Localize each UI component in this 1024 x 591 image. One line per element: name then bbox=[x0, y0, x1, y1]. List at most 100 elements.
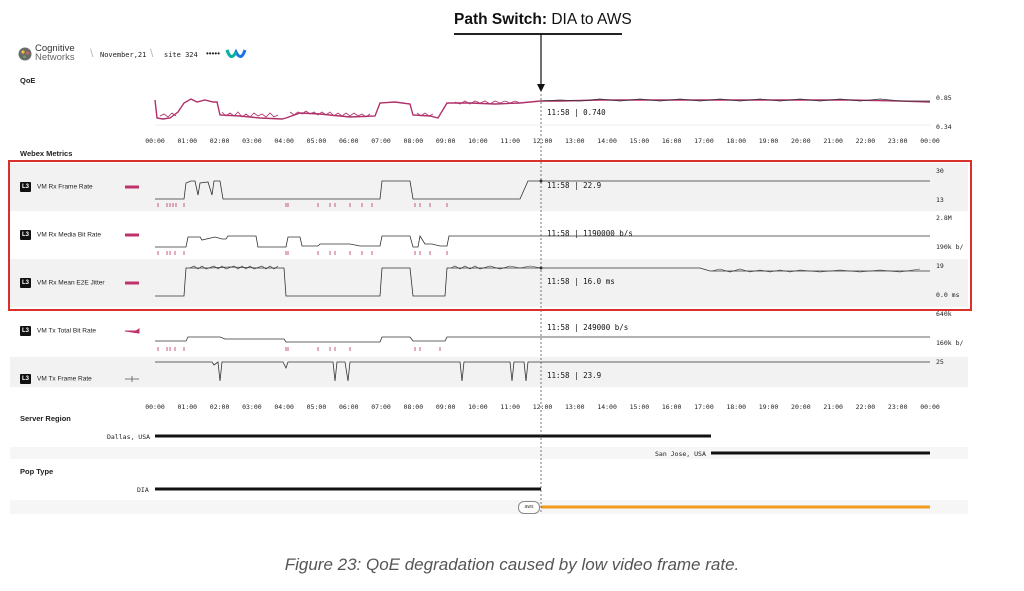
time-tick-label: 21:00 bbox=[823, 403, 843, 411]
time-tick-label: 13:00 bbox=[564, 137, 585, 145]
time-tick-label: 03:00 bbox=[242, 137, 262, 145]
time-tick-label: 13:00 bbox=[564, 403, 585, 411]
time-tick-label: 05:00 bbox=[306, 403, 327, 411]
time-tick-label: 10:00 bbox=[468, 137, 488, 145]
metric-label-tx-total-bit-rate[interactable]: L3 VM Tx Total Bit Rate bbox=[20, 326, 97, 336]
qoe-readout: 11:58 | 0.740 bbox=[547, 108, 606, 117]
cognitive-networks-logo-icon bbox=[18, 47, 32, 61]
time-tick-label: 12:00 bbox=[532, 137, 553, 145]
tx-total-bit-rate-legend-swatch bbox=[124, 328, 140, 334]
rx-mean-jitter-ymin: 0.0 ms bbox=[936, 291, 960, 299]
metric-label-rx-mean-jitter[interactable]: L3 VM Rx Mean E2E Jitter bbox=[20, 278, 105, 288]
qoe-ymax: 0.85 bbox=[936, 94, 952, 102]
pop-label-dia: DIA bbox=[137, 486, 149, 494]
time-tick-label: 23:00 bbox=[887, 137, 908, 145]
qoe-chart bbox=[154, 98, 931, 126]
time-tick-label: 11:00 bbox=[500, 137, 520, 145]
tx-frame-rate-line bbox=[155, 361, 930, 382]
time-axis-bottom: 00:00 01:00 02:00 03:00 04:00 05:00 06:00 07:00… bbox=[0, 403, 1024, 413]
header-separator: \ bbox=[150, 46, 154, 60]
tx-total-bit-rate-ymin: 160k b/ bbox=[936, 339, 964, 347]
tx-total-bit-rate-line bbox=[155, 336, 930, 343]
aws-cloud-icon: aws bbox=[518, 501, 540, 514]
time-tick-label: 09:00 bbox=[435, 137, 456, 145]
rx-media-bit-rate-event-markers bbox=[157, 251, 448, 255]
time-tick-label: 00:00 bbox=[920, 137, 940, 145]
webex-section-title: Webex Metrics bbox=[20, 149, 73, 158]
time-tick-label: 00:00 bbox=[145, 403, 165, 411]
qoe-series-overlay bbox=[540, 98, 930, 102]
tx-frame-rate-ymax: 25 bbox=[936, 358, 944, 366]
time-tick-label: 07:00 bbox=[371, 137, 391, 145]
time-tick-label: 09:00 bbox=[435, 403, 456, 411]
path-switch-arrow-head bbox=[537, 84, 545, 92]
rx-mean-jitter-chart bbox=[125, 265, 930, 297]
row-bg bbox=[10, 447, 968, 459]
rx-mean-jitter-line bbox=[155, 266, 930, 297]
time-tick-label: 18:00 bbox=[726, 403, 747, 411]
region-label-san-jose: San Jose, USA bbox=[655, 450, 706, 458]
time-tick-label: 20:00 bbox=[791, 137, 811, 145]
time-tick-label: 08:00 bbox=[403, 403, 424, 411]
tx-total-bit-rate-chart bbox=[124, 328, 930, 351]
rx-frame-rate-event-markers bbox=[157, 203, 448, 207]
time-tick-label: 16:00 bbox=[661, 403, 682, 411]
rx-media-bit-rate-readout: 11:58 | 1190000 b/s bbox=[547, 229, 633, 238]
time-tick-label: 05:00 bbox=[306, 137, 327, 145]
rx-frame-rate-ymax: 30 bbox=[936, 167, 944, 175]
rx-mean-jitter-noise bbox=[189, 265, 921, 273]
server-region-section-title: Server Region bbox=[20, 414, 71, 423]
rx-media-bit-rate-chart bbox=[125, 233, 930, 255]
rx-media-bit-rate-line bbox=[155, 234, 930, 248]
time-tick-label: 07:00 bbox=[371, 403, 391, 411]
tx-total-bit-rate-readout: 11:58 | 249000 b/s bbox=[547, 323, 629, 332]
time-tick-label: 17:00 bbox=[694, 403, 714, 411]
qoe-series-line bbox=[154, 98, 931, 120]
logo-text: Cognitive Networks bbox=[35, 43, 75, 63]
time-axis-top: 00:00 01:00 02:00 03:00 04:00 05:00 06:00 07:00… bbox=[0, 137, 1024, 147]
date-selector[interactable]: November,21 bbox=[100, 51, 147, 59]
time-tick-label: 04:00 bbox=[274, 137, 294, 145]
rx-media-bit-rate-ymax: 2.8M bbox=[936, 214, 952, 222]
rx-mean-jitter-readout: 11:58 | 16.0 ms bbox=[547, 277, 615, 286]
qoe-section-title: QoE bbox=[20, 76, 36, 85]
tx-frame-rate-chart bbox=[125, 361, 930, 382]
tx-total-bit-rate-event-markers bbox=[157, 347, 441, 351]
metric-label-tx-frame-rate[interactable]: L3 VM Tx Frame Rate bbox=[20, 374, 92, 384]
time-tick-label: 06:00 bbox=[338, 403, 359, 411]
tx-frame-rate-legend-swatch bbox=[125, 376, 139, 382]
time-tick-label: 11:00 bbox=[500, 403, 520, 411]
time-tick-label: 12:00 bbox=[532, 403, 553, 411]
rx-frame-rate-ymin: 13 bbox=[936, 196, 944, 204]
figure-caption: Figure 23: QoE degradation caused by low… bbox=[284, 555, 740, 574]
site-selector[interactable]: site 324 bbox=[164, 51, 198, 59]
more-dots-icon[interactable]: ••••• bbox=[206, 49, 221, 58]
time-tick-label: 08:00 bbox=[403, 137, 424, 145]
row-bg bbox=[10, 500, 968, 514]
time-tick-label: 02:00 bbox=[209, 403, 230, 411]
path-switch-annotation: Path Switch: DIA to AWS bbox=[454, 11, 632, 28]
metric-label-rx-frame-rate[interactable]: L3 VM Rx Frame Rate bbox=[20, 182, 93, 192]
time-tick-label: 15:00 bbox=[629, 137, 650, 145]
qoe-ymin: 0.34 bbox=[936, 123, 952, 131]
time-tick-label: 22:00 bbox=[855, 137, 876, 145]
rx-mean-jitter-ymax: 19 bbox=[936, 262, 944, 270]
time-tick-label: 00:00 bbox=[145, 137, 165, 145]
row-bg bbox=[10, 259, 968, 307]
time-tick-label: 17:00 bbox=[694, 137, 714, 145]
time-tick-label: 04:00 bbox=[274, 403, 294, 411]
metric-label-rx-media-bit-rate[interactable]: L3 VM Rx Media Bit Rate bbox=[20, 230, 101, 240]
tx-total-bit-rate-ymax: 640k bbox=[936, 310, 952, 318]
time-tick-label: 02:00 bbox=[209, 137, 230, 145]
time-tick-label: 22:00 bbox=[855, 403, 876, 411]
time-tick-label: 19:00 bbox=[758, 137, 779, 145]
cursor-point bbox=[539, 266, 543, 270]
time-tick-label: 21:00 bbox=[823, 137, 843, 145]
time-tick-label: 14:00 bbox=[597, 137, 617, 145]
cursor-point bbox=[539, 179, 543, 183]
time-tick-label: 03:00 bbox=[242, 403, 262, 411]
header-separator: \ bbox=[90, 46, 94, 60]
time-tick-label: 19:00 bbox=[758, 403, 779, 411]
webex-icon bbox=[225, 48, 247, 58]
